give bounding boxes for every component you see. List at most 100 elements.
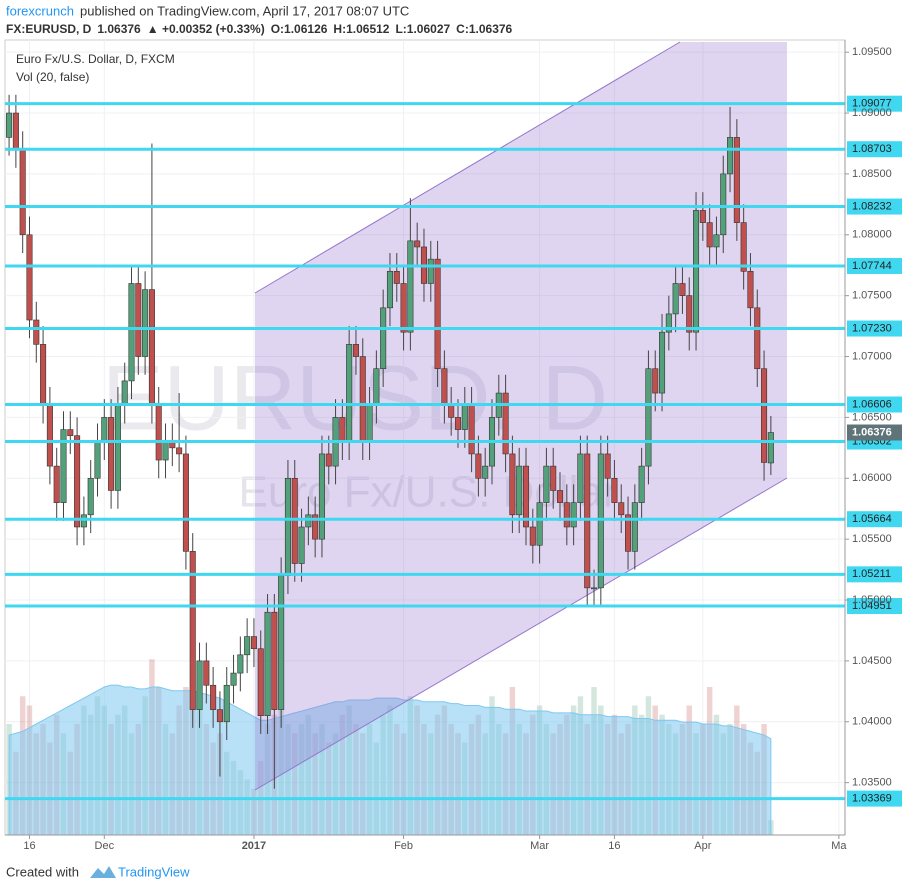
candle-body (563, 502, 570, 528)
candle-body (40, 344, 47, 406)
level-tag (847, 396, 902, 413)
candle-body (128, 283, 135, 382)
y-tick-label: 1.07000 (852, 350, 892, 362)
candle-body (625, 514, 632, 552)
candle-body (400, 283, 407, 333)
axis-labels: 1.09500 1.09000 1.08500 1.08000 1.07500 1.070… (23, 46, 891, 852)
watermark: EURUSD, D (102, 347, 608, 449)
candle-body (631, 502, 638, 552)
candle-body (121, 380, 128, 406)
header-item: L:1.06027 (395, 22, 450, 36)
candle-body (699, 210, 706, 223)
publisher[interactable]: forexcrunch (6, 3, 74, 18)
level-tag (847, 320, 902, 337)
candle-body (611, 477, 618, 503)
candle-body (135, 283, 142, 357)
y-tick-label: 1.09500 (852, 46, 892, 58)
candle-body (604, 453, 611, 479)
candle-body (298, 526, 305, 564)
y-tick-label: 1.08500 (852, 168, 892, 180)
candle-body (223, 684, 230, 723)
y-tick-label: 1.09000 (852, 107, 892, 119)
levels: 1.09077 1.08703 1.08232 1.07744 1.07230 1.066… (5, 95, 902, 807)
candle-body (271, 611, 278, 710)
level-tag (847, 95, 902, 112)
candle-body (393, 271, 400, 284)
candle-body (652, 368, 659, 394)
candle-body (203, 660, 210, 686)
candle-body (509, 453, 516, 516)
x-tick-label: Mar (530, 840, 549, 852)
level-tag (847, 790, 902, 807)
candle-body (618, 502, 625, 516)
level-label: 1.08703 (852, 143, 892, 155)
candle-body (502, 392, 509, 455)
level-label: 1.04951 (852, 600, 892, 612)
candle-body (475, 453, 482, 479)
candle-body (257, 648, 264, 716)
candle-body (189, 551, 196, 710)
level-tag (847, 141, 902, 158)
x-tick-label: Feb (394, 840, 413, 852)
y-tick-label: 1.06000 (852, 472, 892, 484)
candle-body (230, 672, 237, 686)
x-tick-label: 2017 (242, 840, 266, 852)
candle-body (679, 283, 686, 296)
candle-body (352, 344, 359, 357)
candle-body (386, 271, 393, 309)
candle-body (359, 356, 366, 443)
x-tick-label: Dec (95, 840, 115, 852)
candle-body (19, 149, 26, 236)
level-label: 1.07230 (852, 322, 892, 334)
header-item: ▲ +0.00352 (+0.33%) (147, 22, 265, 36)
candle-body (727, 137, 734, 175)
candle-body (638, 465, 645, 503)
y-tick-label: 1.05000 (852, 594, 892, 606)
candle-body (556, 490, 564, 503)
candle-body (461, 404, 468, 430)
candle-body (659, 331, 666, 394)
candle-body (291, 477, 298, 564)
candle-body (305, 514, 312, 528)
candle-body (278, 575, 285, 710)
level-tag (847, 566, 902, 583)
candle-body (747, 271, 754, 309)
candle-body (284, 477, 291, 576)
candle-body (339, 417, 346, 443)
candle-body (162, 441, 169, 461)
channel-line (254, 41, 681, 294)
candle-body (264, 611, 271, 716)
candle-body (366, 404, 373, 443)
candle-body (740, 222, 747, 272)
x-tick-label: Ma (831, 840, 847, 852)
candle-body (468, 404, 475, 455)
y-tick-label: 1.03500 (852, 777, 892, 789)
candle-body (60, 429, 67, 503)
level-label: 1.08232 (852, 200, 892, 212)
level-tag (847, 257, 902, 274)
level-label: 1.06606 (852, 398, 892, 410)
candle-body (434, 258, 441, 370)
candle-body (114, 404, 121, 491)
candle-body (210, 684, 217, 710)
candle-body (645, 368, 652, 467)
candle-body (427, 258, 434, 284)
candle-body (182, 453, 189, 552)
level-tag (847, 511, 902, 528)
candle-body (584, 453, 591, 589)
candle-body (529, 526, 536, 546)
candle-body (590, 587, 598, 590)
candle-body (94, 441, 101, 479)
price-channel (255, 42, 787, 790)
y-tick-label: 1.07500 (852, 290, 892, 302)
candle-body (536, 502, 543, 546)
candle-body (196, 660, 203, 710)
y-tick-label: 1.04500 (852, 655, 892, 667)
footer-link[interactable]: TradingView (118, 864, 190, 879)
x-tick-label: 16 (608, 840, 620, 852)
candle-body (693, 210, 700, 333)
level-tag (847, 597, 902, 614)
x-tick-label: Apr (694, 840, 711, 852)
candle-body (6, 112, 13, 138)
